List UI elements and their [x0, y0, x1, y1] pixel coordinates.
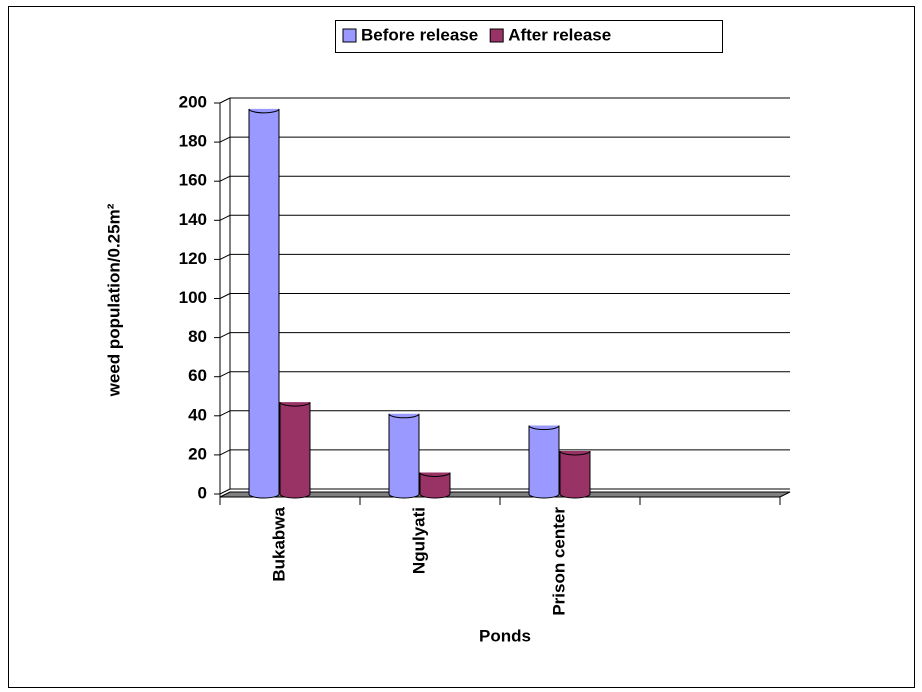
- x-axis-title: Ponds: [479, 626, 531, 645]
- y-tick-label: 140: [179, 210, 207, 229]
- bar: [388, 413, 420, 499]
- bar: [528, 425, 560, 499]
- bar: [559, 450, 591, 499]
- legend-label: Before release: [361, 25, 478, 44]
- grid-line: [219, 449, 231, 456]
- legend-swatch: [342, 28, 357, 43]
- legend-label: After release: [508, 25, 611, 44]
- y-axis-title: weed population/0.25m²: [104, 203, 123, 397]
- legend-box: [335, 20, 723, 53]
- x-tick-label: Prison center: [549, 507, 568, 616]
- y-tick-label: 180: [179, 132, 207, 151]
- bar: [279, 401, 311, 499]
- y-tick-label: 80: [188, 327, 207, 346]
- legend-swatch: [489, 28, 504, 43]
- grid-line: [219, 332, 231, 339]
- y-tick-label: 120: [179, 249, 207, 268]
- bar: [248, 108, 280, 499]
- x-tick-label: Bukabwa: [269, 506, 288, 581]
- y-tick-label: 60: [188, 366, 207, 385]
- bar: [419, 472, 451, 499]
- grid-line: [219, 410, 231, 417]
- x-tick-label: Ngulyati: [409, 507, 428, 574]
- y-tick-label: 100: [179, 288, 207, 307]
- floor: [219, 491, 791, 498]
- y-tick-label: 0: [198, 483, 207, 502]
- grid-line: [219, 214, 231, 221]
- grid-line: [219, 97, 231, 104]
- grid-line: [219, 488, 231, 495]
- y-tick-label: 40: [188, 405, 207, 424]
- grid-line: [219, 175, 231, 182]
- grid-line: [219, 371, 231, 378]
- grid-line: [219, 136, 231, 143]
- y-tick-label: 20: [188, 444, 207, 463]
- grid-line: [219, 253, 231, 260]
- grid-line: [219, 293, 231, 299]
- y-tick-label: 160: [179, 171, 207, 190]
- y-tick-label: 200: [179, 92, 207, 111]
- chart-frame: [8, 6, 915, 688]
